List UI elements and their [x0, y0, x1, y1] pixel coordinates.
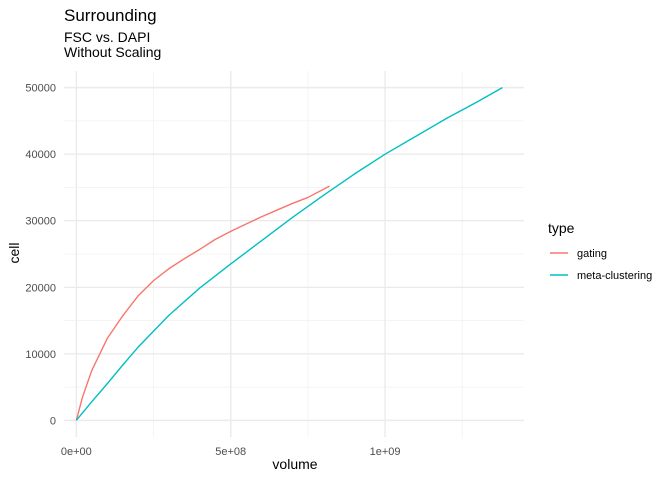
x-tick-labels: 0e+00 5e+08 1e+09 — [61, 446, 401, 458]
y-tick-label: 0 — [50, 415, 56, 427]
y-tick-label: 40000 — [25, 149, 56, 161]
y-tick-label: 10000 — [25, 349, 56, 361]
y-axis-label: cell — [6, 242, 22, 263]
legend: type gating meta-clustering — [548, 220, 652, 282]
x-tick-label: 1e+09 — [370, 446, 401, 458]
y-tick-label: 50000 — [25, 83, 56, 95]
series-line-meta-clustering — [75, 87, 503, 421]
chart-subtitle: FSC vs. DAPI Without Scaling — [64, 30, 161, 60]
y-tick-label: 20000 — [25, 282, 56, 294]
grid — [64, 71, 524, 437]
x-axis-label: volume — [272, 456, 317, 472]
chart-title: Surrounding — [64, 6, 157, 25]
y-tick-label: 30000 — [25, 216, 56, 228]
legend-label-meta-clustering: meta-clustering — [577, 270, 652, 282]
series-line-gating — [75, 185, 330, 421]
subtitle-line-1: FSC vs. DAPI — [64, 29, 151, 45]
legend-label-gating: gating — [577, 248, 607, 260]
y-tick-labels: 0 10000 20000 30000 40000 50000 — [25, 83, 56, 428]
series-lines — [75, 87, 503, 421]
x-tick-label: 0e+00 — [61, 446, 92, 458]
x-tick-label: 5e+08 — [215, 446, 246, 458]
subtitle-line-2: Without Scaling — [64, 44, 162, 60]
legend-title: type — [548, 220, 575, 236]
